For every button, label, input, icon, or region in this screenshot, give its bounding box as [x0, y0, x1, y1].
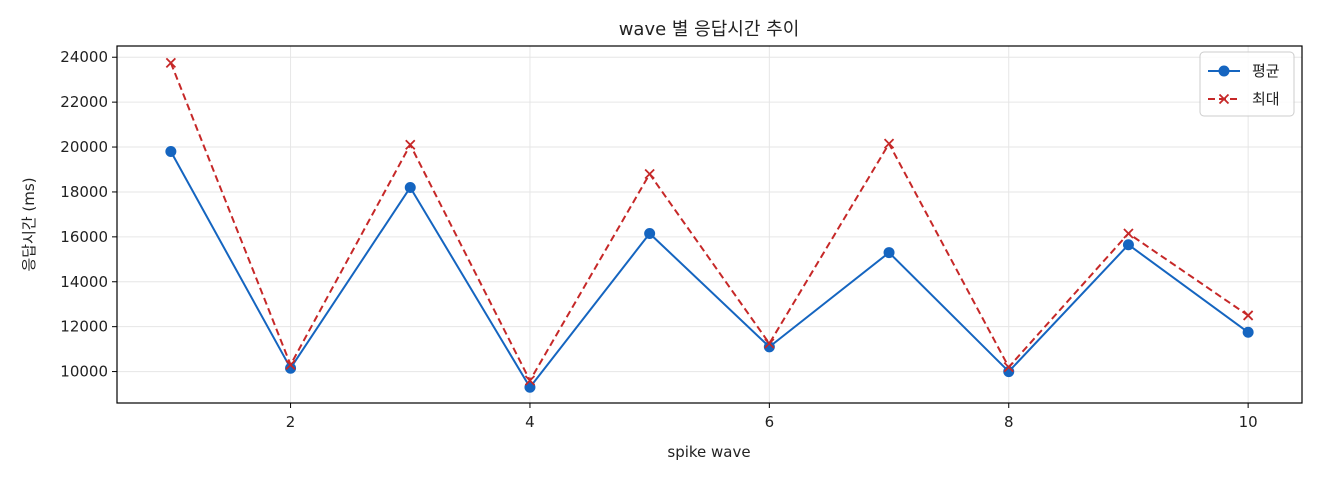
legend-marker	[1218, 65, 1230, 77]
data-point	[644, 168, 655, 180]
x-tick-label: 4	[525, 413, 535, 431]
legend-item: 평균	[1208, 62, 1280, 80]
legend-label: 평균	[1252, 62, 1280, 80]
series-1	[165, 146, 1254, 393]
data-point	[1243, 310, 1254, 321]
data-point	[883, 138, 895, 149]
series-line	[169, 151, 1249, 389]
y-tick-label: 24000	[60, 48, 108, 66]
y-tick-label: 14000	[60, 273, 108, 291]
data-point	[1123, 228, 1134, 239]
legend-marker	[1218, 93, 1230, 105]
y-axis-label: 응답시간 (ms)	[20, 177, 38, 271]
y-tick-label: 10000	[60, 363, 108, 381]
series-2	[165, 57, 1254, 386]
plot-frame	[116, 45, 1303, 404]
series-layer	[165, 57, 1254, 393]
y-tick-label: 20000	[60, 138, 108, 156]
data-point	[405, 139, 416, 150]
data-point	[1003, 361, 1014, 373]
series-line	[169, 62, 1249, 382]
x-tick-label: 6	[765, 413, 775, 431]
data-point	[285, 359, 296, 370]
legend-item: 최대	[1208, 90, 1280, 108]
y-tick-label: 22000	[60, 93, 108, 111]
data-point	[165, 146, 177, 158]
y-tick-label: 12000	[60, 318, 108, 336]
data-point	[165, 57, 177, 68]
data-point	[883, 247, 895, 259]
legend-label: 최대	[1252, 90, 1280, 108]
data-point	[1242, 326, 1254, 338]
data-point	[524, 375, 536, 386]
data-point	[524, 381, 536, 393]
data-point	[1122, 239, 1134, 251]
ticks: 2 4 6 8 10 10000 12000 14000 16000 18000 20000 2200…	[60, 48, 1257, 431]
data-point	[764, 338, 775, 349]
x-tick-label: 10	[1239, 413, 1258, 431]
legend-box	[1199, 51, 1295, 117]
data-point	[404, 181, 416, 193]
x-axis-label: spike wave	[667, 443, 750, 461]
y-tick-label: 16000	[60, 228, 108, 246]
grid	[117, 46, 1302, 403]
chart-title: wave 별 응답시간 추이	[619, 19, 800, 40]
x-tick-label: 2	[286, 413, 296, 431]
x-tick-label: 8	[1004, 413, 1014, 431]
data-point	[644, 227, 656, 239]
y-tick-label: 18000	[60, 183, 108, 201]
